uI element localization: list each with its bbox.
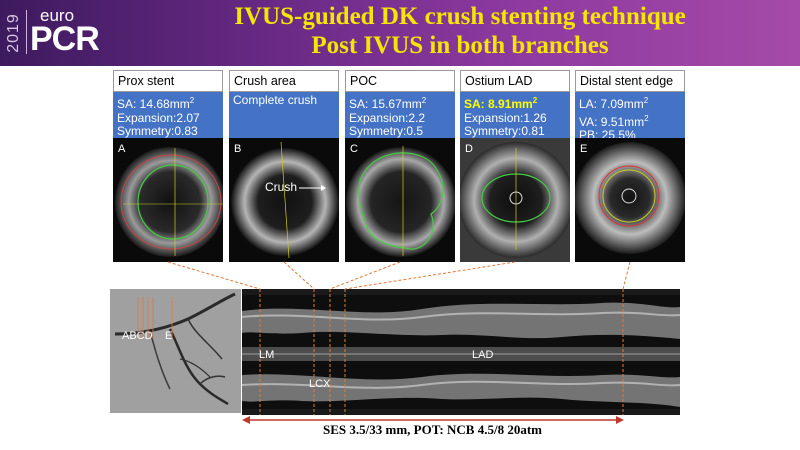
unit-sup: 2 (189, 96, 195, 105)
measure-symmetry: Symmetry:0.5 (349, 124, 424, 138)
measure-sa: SA: 15.67mm (349, 97, 422, 111)
panel-measurements: SA: 15.67mm2 Expansion:2.2 Symmetry:0.5 (345, 92, 455, 138)
panel-letter: D (465, 143, 473, 155)
measure-sa-highlight: SA: 8.91mm (464, 97, 533, 111)
panel-header: Crush area (229, 70, 339, 92)
panel-poc: POC SA: 15.67mm2 Expansion:2.2 Symmetry:… (345, 70, 455, 262)
measure-la: LA: 7.09mm (579, 97, 644, 111)
unit-sup: 2 (532, 96, 538, 105)
measure-expansion: Expansion:1.26 (464, 110, 547, 125)
panel-header: Ostium LAD (460, 70, 570, 92)
measure-crush: Complete crush (233, 93, 318, 107)
title-line-1: IVUS-guided DK crush stenting technique (234, 3, 686, 30)
logo-pcr: PCR (30, 20, 100, 58)
ivus-label-lcx: LCX (309, 378, 331, 390)
panel-measurements: SA: 8.91mm2 Expansion:1.26 Symmetry:0.81 (460, 92, 570, 138)
ivus-label-lm: LM (259, 349, 275, 361)
measure-va: VA: 9.51mm (579, 114, 645, 129)
crush-annotation: Crush (265, 180, 298, 194)
panel-letter: A (118, 143, 126, 155)
unit-sup: 2 (644, 113, 649, 123)
angio-label-abcd: ABCD (122, 330, 153, 342)
header-banner: 2019 euro PCR IVUS-guided DK crush stent… (0, 0, 800, 66)
panel-distal-stent-edge: Distal stent edge LA: 7.09mm2 VA: 9.51mm… (575, 70, 685, 262)
ivus-label-lad: LAD (472, 349, 494, 361)
ivus-crosssection-image: D (460, 138, 570, 262)
angio-label-e: E (165, 330, 173, 342)
measure-symmetry: Symmetry:0.81 (464, 124, 545, 138)
panel-crush-area: Crush area Complete crush B Crush (229, 70, 339, 262)
panel-measurements: Complete crush (229, 92, 339, 138)
slide-title: IVUS-guided DK crush stenting technique … (140, 2, 780, 60)
measure-expansion: Expansion:2.07 (117, 110, 200, 125)
panel-measurements: SA: 14.68mm2 Expansion:2.07 Symmetry:0.8… (113, 92, 223, 138)
measure-symmetry: Symmetry:0.83 (117, 124, 198, 138)
measure-sa: SA: 14.68mm (117, 97, 190, 111)
unit-sup: 2 (421, 96, 427, 105)
logo-year: 2019 (5, 13, 22, 53)
panel-prox-stent: Prox stent SA: 14.68mm2 Expansion:2.07 S… (113, 70, 223, 262)
stent-caption: SES 3.5/33 mm, POT: NCB 4.5/8 20atm (323, 422, 542, 437)
panel-ostium-lad: Ostium LAD SA: 8.91mm2 Expansion:1.26 Sy… (460, 70, 570, 262)
panel-letter: E (580, 143, 588, 155)
logo-euro: euro (40, 6, 75, 25)
ivus-longitudinal-image: LM LAD LCX (242, 289, 680, 415)
measure-expansion: Expansion:2.2 (349, 110, 426, 125)
ivus-crosssection-image: B Crush (229, 138, 339, 262)
ivus-crosssection-image: C (345, 138, 455, 262)
ivus-crosssection-image: E (575, 138, 685, 262)
panel-letter: C (350, 143, 358, 155)
unit-sup: 2 (643, 96, 649, 105)
title-line-2: Post IVUS in both branches (311, 32, 609, 59)
angiogram-image: ABCD E (110, 289, 241, 413)
panel-letter: B (234, 143, 242, 155)
panel-header: Prox stent (113, 70, 223, 92)
logo-divider (26, 10, 27, 54)
panel-header: Distal stent edge (575, 70, 685, 92)
ivus-crosssection-image: A (113, 138, 223, 262)
panel-measurements: LA: 7.09mm2 VA: 9.51mm2 PB: 25.5% (575, 92, 685, 142)
panel-header: POC (345, 70, 455, 92)
